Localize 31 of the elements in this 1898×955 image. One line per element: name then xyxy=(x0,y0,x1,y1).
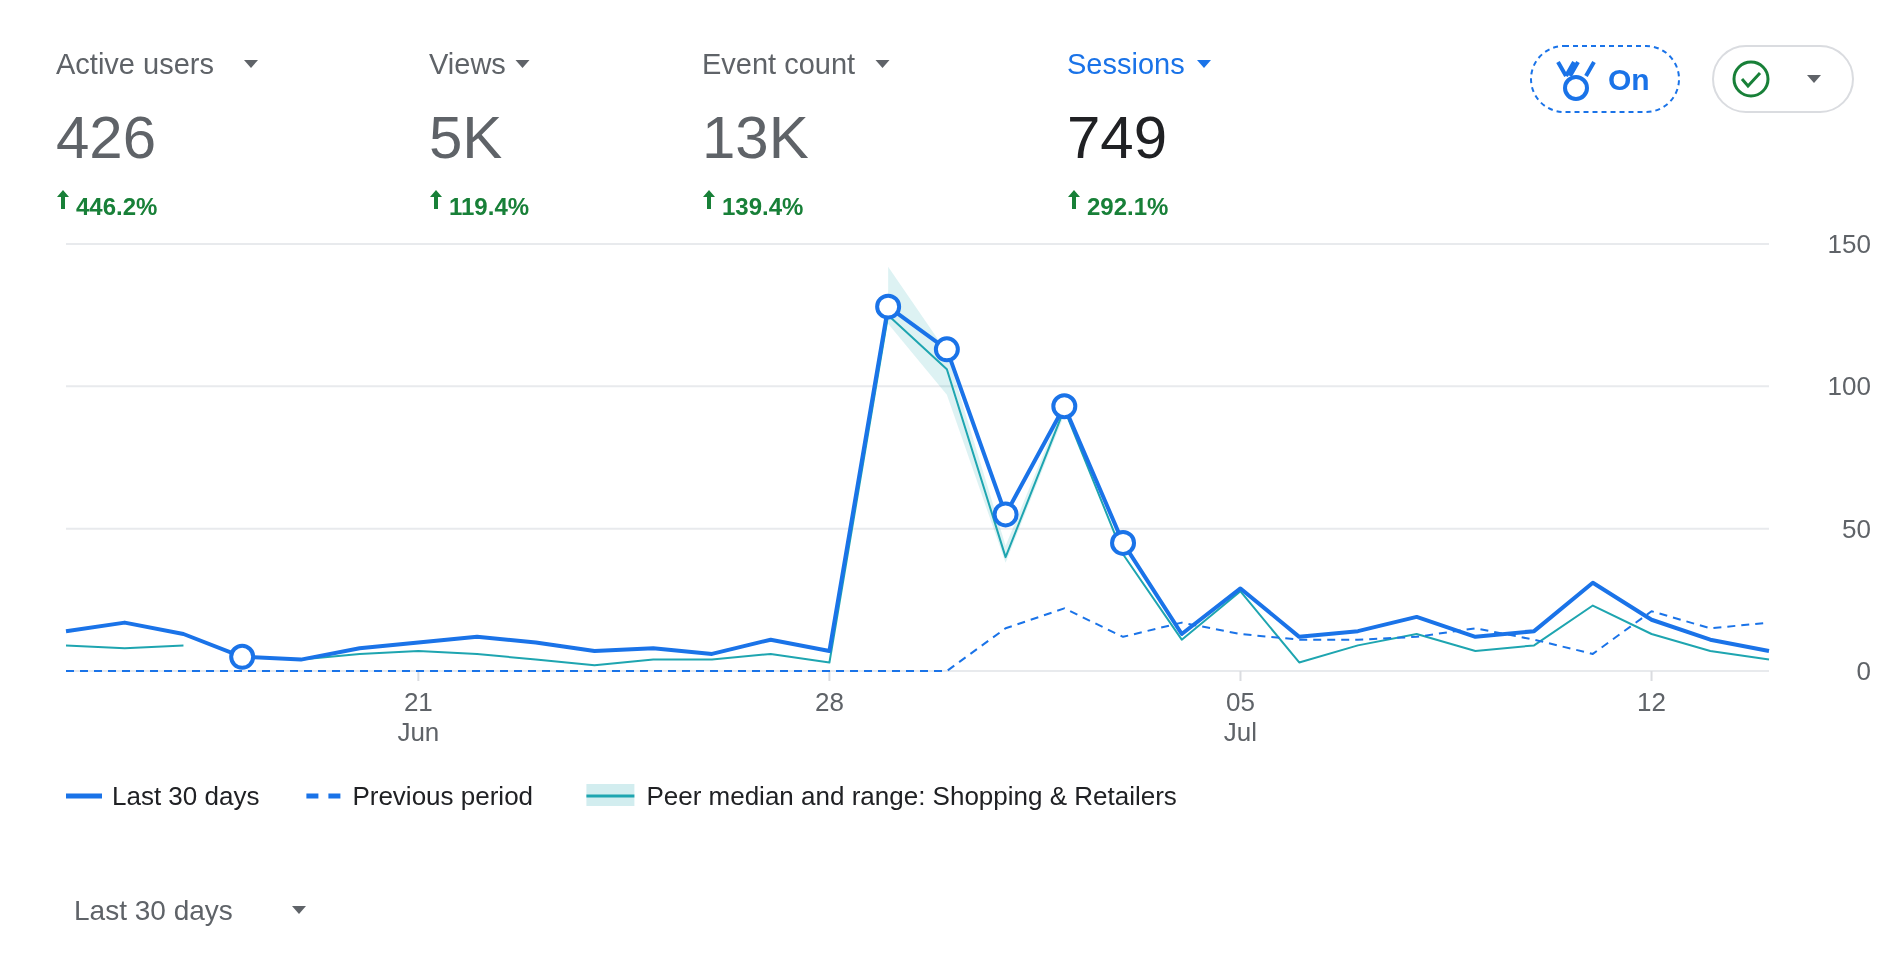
text: 13K xyxy=(702,104,809,171)
point xyxy=(875,293,902,320)
point xyxy=(992,501,1019,528)
x-tick-label: 12 xyxy=(1637,687,1667,717)
x-tick-label: 21 Jun xyxy=(397,687,440,747)
point xyxy=(1110,529,1137,556)
text: On xyxy=(1608,63,1650,96)
y-tick-label: 50 xyxy=(1842,513,1871,544)
text: 749 xyxy=(1067,104,1168,171)
y-tick-label: 150 xyxy=(1827,229,1871,259)
y-tick-label: 0 xyxy=(1856,656,1871,686)
legend-label: Last 30 days xyxy=(112,781,260,811)
x-tick-label: 28 xyxy=(814,687,844,717)
x-tick-label: 05 Jul xyxy=(1223,687,1258,747)
legend-label: Previous period xyxy=(352,781,534,811)
point xyxy=(229,643,256,670)
category-label: Sessions xyxy=(1067,48,1185,80)
text: 292.1% xyxy=(1087,193,1169,220)
category-label: Event count xyxy=(702,48,856,80)
text: 139.4% xyxy=(722,193,804,220)
text: 5K xyxy=(429,104,503,171)
text: 446.2% xyxy=(76,193,158,220)
category-label: Active users xyxy=(56,48,214,80)
text: 119.4% xyxy=(449,193,530,220)
point xyxy=(933,336,960,363)
point xyxy=(1051,393,1078,420)
category-label: Views xyxy=(429,48,506,80)
y-tick-label: 100 xyxy=(1827,371,1871,402)
text: Last 30 days xyxy=(74,895,233,926)
text: 426 xyxy=(56,104,157,171)
legend-label: Peer median and range: Shopping & Retailers xyxy=(646,781,1177,811)
